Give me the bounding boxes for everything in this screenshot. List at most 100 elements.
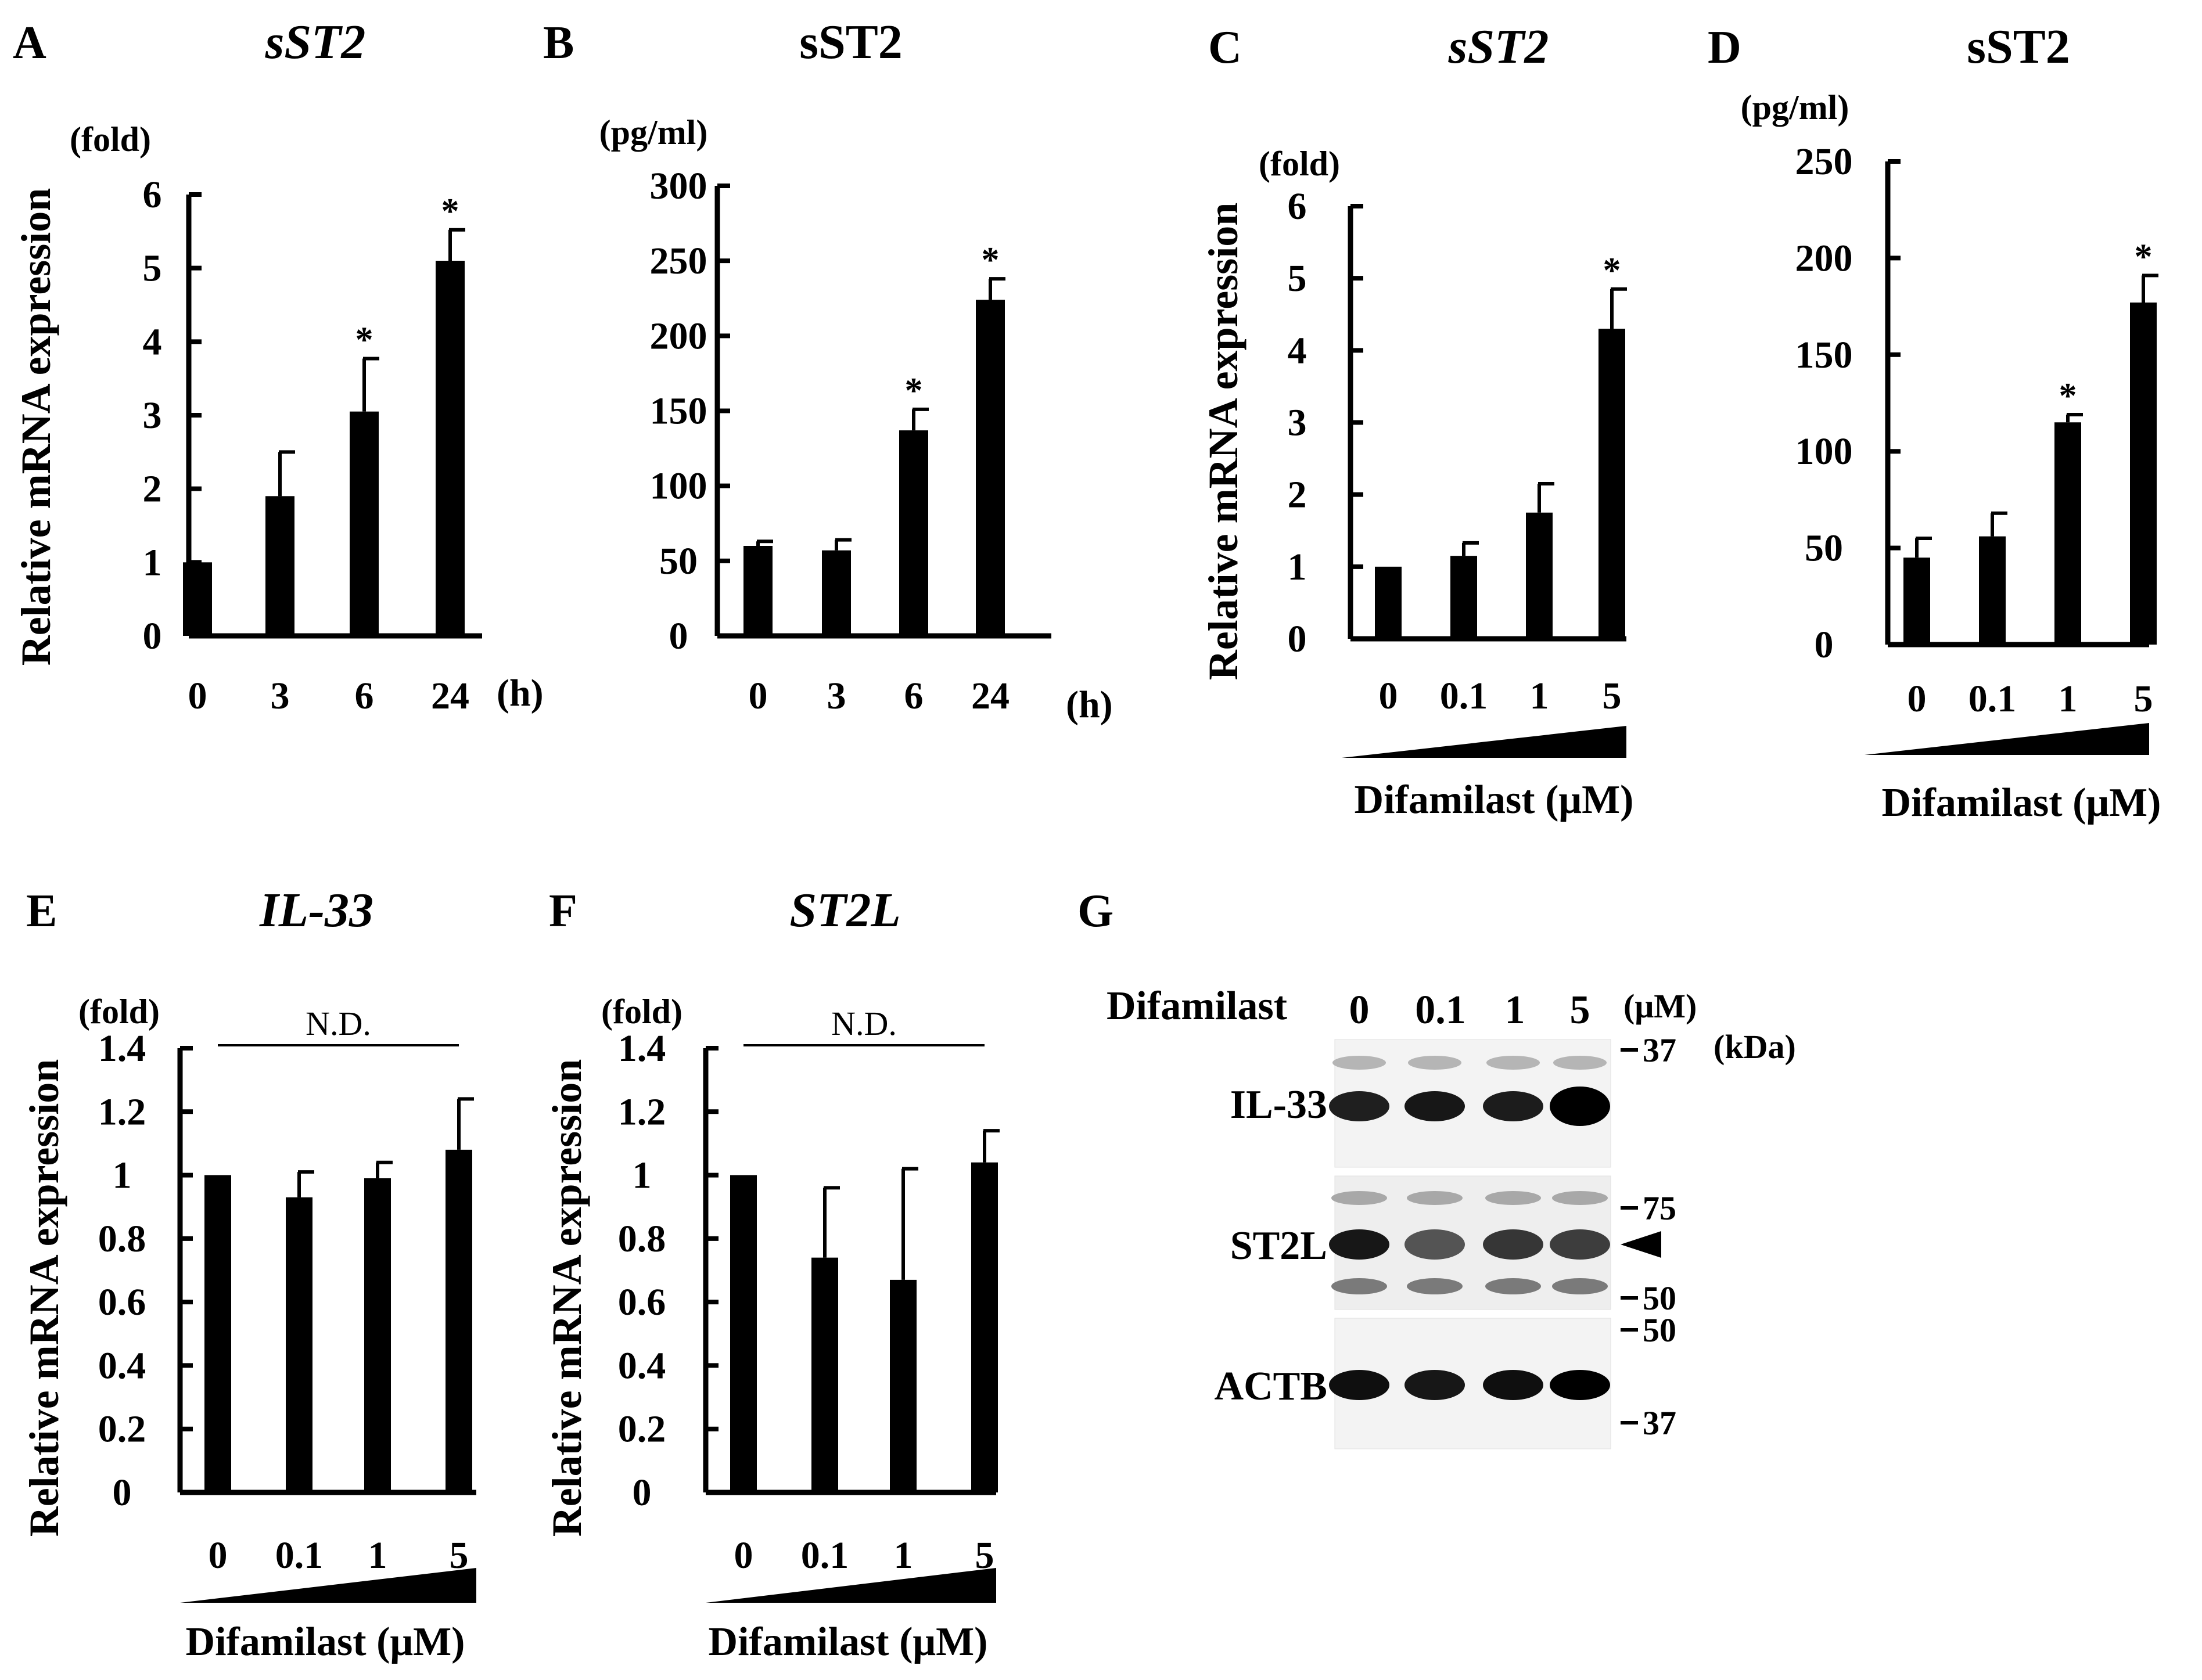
panel-a-x-tick-label-1: 3 bbox=[271, 675, 290, 717]
blot-lane-2: 1 bbox=[1505, 988, 1525, 1033]
panel-e-letter: E bbox=[26, 886, 57, 937]
panel-e-dose-wedge bbox=[180, 1568, 476, 1603]
panel-b-y-unit: (pg/ml) bbox=[599, 113, 708, 152]
blot-lane-0: 0 bbox=[1349, 988, 1370, 1033]
panel-d-title: sST2 bbox=[1967, 20, 2070, 74]
panel-b-y-tick-label: 250 bbox=[650, 240, 707, 282]
blot-band-st2l-upper-2 bbox=[1485, 1191, 1541, 1205]
panel-b-significance-star-2: * bbox=[905, 371, 923, 411]
panel-e-bar-0 bbox=[204, 1175, 231, 1492]
panel-e-title: IL-33 bbox=[259, 883, 373, 937]
panel-e-y-tick-label: 1.4 bbox=[98, 1027, 146, 1070]
panel-b-bar-0 bbox=[743, 546, 773, 636]
blot-st2l-marker-50: 50 bbox=[1643, 1279, 1676, 1317]
panel-e-y-tick-label: 0.4 bbox=[98, 1344, 146, 1387]
panel-a: A sST2 (fold) Relative mRNA expression (… bbox=[13, 15, 544, 717]
panel-e-bar-1 bbox=[286, 1197, 312, 1492]
panel-c-y-tick-label: 6 bbox=[1288, 185, 1307, 228]
blot-bands bbox=[1329, 1056, 1610, 1400]
panel-d-y-tick-label: 150 bbox=[1795, 334, 1853, 376]
panel-d-x-tick-label-1: 0.1 bbox=[1968, 678, 2017, 720]
panel-e-y-tick-label: 0 bbox=[113, 1472, 132, 1514]
blot-actb-marker-50: 50 bbox=[1643, 1311, 1676, 1349]
blot-st2l-marker-75: 75 bbox=[1643, 1189, 1676, 1227]
panel-e-x-tick-label-2: 1 bbox=[368, 1534, 387, 1577]
blot-band-st2l-upper-1 bbox=[1407, 1191, 1463, 1205]
panel-b-y-tick-label: 150 bbox=[650, 390, 707, 433]
panel-f-y-tick-label: 1 bbox=[633, 1154, 652, 1197]
panel-c-title: sST2 bbox=[1448, 20, 1549, 74]
blot-band-il33-faint-0 bbox=[1332, 1056, 1386, 1070]
panel-f-y-tick-label: 1.2 bbox=[618, 1091, 666, 1133]
panel-d-y-tick-label: 0 bbox=[1815, 624, 1834, 666]
panel-a-x-tick-label-0: 0 bbox=[188, 675, 207, 717]
panel-d-significance-star-2: * bbox=[2059, 376, 2077, 416]
panel-c-bar-2 bbox=[1526, 512, 1553, 639]
panel-e-y-tick-label: 1 bbox=[113, 1154, 132, 1197]
panel-b-y-tick-label: 200 bbox=[650, 315, 707, 357]
panel-a-y-tick-label: 4 bbox=[143, 321, 162, 363]
panel-e-y-unit: (fold) bbox=[78, 992, 160, 1031]
blot-band-il33-3 bbox=[1550, 1087, 1610, 1126]
blot-band-st2l-0 bbox=[1329, 1229, 1389, 1260]
panel-c-x-label: Difamilast (μM) bbox=[1355, 778, 1634, 822]
panel-c-bar-3 bbox=[1598, 329, 1625, 639]
panel-c-y-tick-label: 1 bbox=[1288, 546, 1307, 588]
panel-d-dose-wedge bbox=[1865, 723, 2149, 755]
panel-e: E IL-33 (fold) Relative mRNA expression … bbox=[21, 883, 476, 1664]
panel-d-y-tick-label: 50 bbox=[1805, 527, 1843, 570]
panel-f-y-label: Relative mRNA expression bbox=[544, 1059, 590, 1537]
panel-f-dose-wedge bbox=[706, 1568, 996, 1603]
panel-f-x-tick-label-1: 0.1 bbox=[801, 1534, 849, 1577]
panel-f-y-tick-label: 0.4 bbox=[618, 1344, 666, 1387]
panel-b-x-unit: (h) bbox=[1066, 683, 1113, 726]
panel-c-x-tick-label-3: 5 bbox=[1603, 675, 1622, 717]
panel-a-plot: 0 1 2 3 4 5 6 0 3 6 * 24 * bbox=[143, 174, 482, 717]
panel-b-x-tick-label-2: 6 bbox=[904, 675, 924, 717]
blot-band-st2l-upper-0 bbox=[1331, 1191, 1387, 1205]
panel-c-y-tick-label: 2 bbox=[1288, 474, 1307, 516]
blot-row-actb-label: ACTB bbox=[1215, 1364, 1327, 1409]
panel-d-bar-3 bbox=[2130, 302, 2157, 645]
panel-d-x-tick-label-0: 0 bbox=[1908, 678, 1927, 720]
panel-d-letter: D bbox=[1708, 22, 1741, 73]
panel-e-x-label: Difamilast (μM) bbox=[186, 1620, 465, 1664]
panel-f-x-tick-label-3: 5 bbox=[975, 1534, 994, 1577]
panel-b-bar-2 bbox=[899, 430, 928, 636]
panel-f-y-tick-label: 0.2 bbox=[618, 1408, 666, 1451]
panel-f-y-unit: (fold) bbox=[601, 992, 682, 1031]
panel-a-bar-3 bbox=[436, 261, 465, 636]
blot-lane-3: 5 bbox=[1570, 988, 1590, 1033]
panel-d-x-tick-label-2: 1 bbox=[2059, 678, 2078, 720]
panel-f: F ST2L (fold) Relative mRNA expression D… bbox=[544, 883, 1000, 1664]
blot-band-st2l-1 bbox=[1404, 1229, 1465, 1260]
panel-d-x-label: Difamilast (μM) bbox=[1882, 780, 2161, 825]
panel-c-dose-wedge bbox=[1342, 726, 1626, 758]
panel-a-significance-star-3: * bbox=[441, 192, 459, 231]
blot-lane-1: 0.1 bbox=[1415, 988, 1466, 1033]
arrowhead-icon bbox=[1621, 1231, 1661, 1258]
panel-c-letter: C bbox=[1208, 22, 1242, 73]
blot-band-st2l-lower-1 bbox=[1407, 1278, 1463, 1294]
panel-e-y-label: Relative mRNA expression bbox=[21, 1059, 67, 1537]
blot-unit: (μM) bbox=[1623, 987, 1697, 1025]
panel-e-y-tick-label: 0.6 bbox=[98, 1281, 146, 1323]
panel-b-y-tick-label: 300 bbox=[650, 165, 707, 207]
panel-d-bar-1 bbox=[1979, 536, 2006, 645]
panel-d-y-tick-label: 250 bbox=[1795, 141, 1853, 183]
panel-c-y-tick-label: 3 bbox=[1288, 402, 1307, 444]
blot-band-il33-2 bbox=[1483, 1091, 1543, 1121]
panel-e-x-tick-label-0: 0 bbox=[209, 1534, 228, 1577]
panel-d-y-unit: (pg/ml) bbox=[1741, 88, 1849, 127]
panel-f-nd-label: N.D. bbox=[831, 1005, 897, 1042]
blot-row-il33-label: IL-33 bbox=[1230, 1082, 1327, 1127]
blot-band-st2l-3 bbox=[1550, 1229, 1610, 1260]
panel-c-y-tick-label: 0 bbox=[1288, 618, 1307, 660]
panel-b-x-tick-label-0: 0 bbox=[749, 675, 768, 717]
panel-f-letter: F bbox=[549, 886, 577, 937]
panel-b: B sST2 (pg/ml) (h) 0 50 100 150 200 250 300 0 3 6… bbox=[543, 15, 1113, 726]
blot-actb-marker-37: 37 bbox=[1643, 1404, 1676, 1442]
panel-b-plot: 0 50 100 150 200 250 300 0 3 6 * 24 * bbox=[650, 165, 1051, 717]
panel-b-letter: B bbox=[543, 17, 574, 69]
blot-band-il33-0 bbox=[1329, 1091, 1389, 1121]
